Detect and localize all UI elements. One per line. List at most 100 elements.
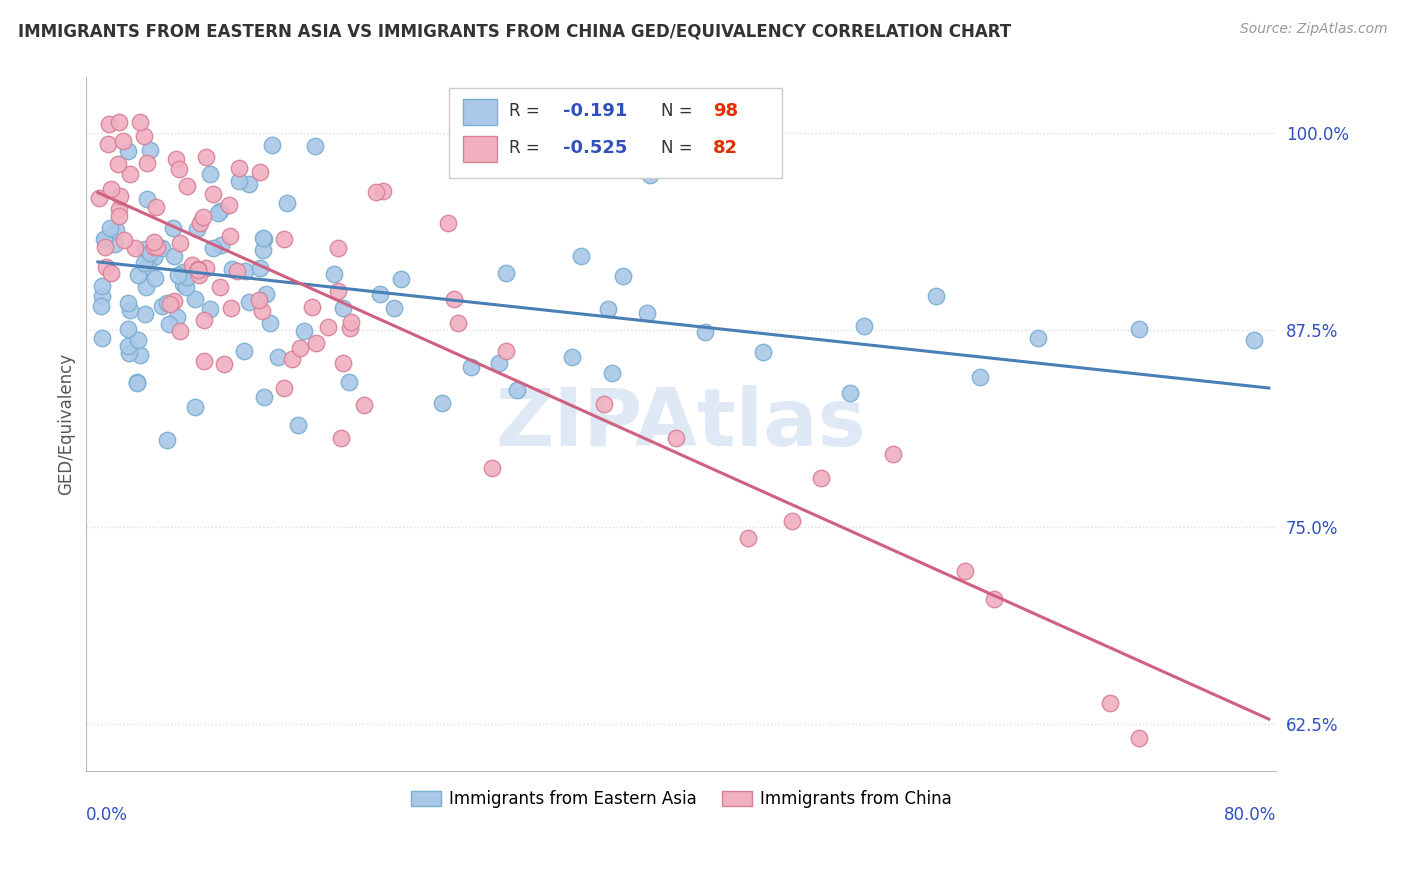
Point xyxy=(208,204,231,219)
Text: 80.0%: 80.0% xyxy=(1223,805,1277,824)
Point xyxy=(238,295,260,310)
Point xyxy=(253,390,276,404)
Point xyxy=(111,134,134,148)
Text: -0.525: -0.525 xyxy=(564,139,627,157)
Point xyxy=(253,231,276,245)
Point xyxy=(316,319,339,334)
Text: ZIPAtlas: ZIPAtlas xyxy=(496,385,866,463)
Point xyxy=(969,369,991,384)
Point xyxy=(212,357,235,371)
Point xyxy=(200,167,222,181)
Point xyxy=(124,241,146,255)
Point xyxy=(287,418,309,433)
Point xyxy=(443,292,465,306)
Point xyxy=(127,268,149,282)
Point xyxy=(127,376,149,390)
Point xyxy=(90,299,112,313)
Text: -0.191: -0.191 xyxy=(564,103,627,120)
Point xyxy=(142,240,165,254)
Point xyxy=(332,301,354,315)
Point xyxy=(142,235,165,249)
Point xyxy=(117,295,139,310)
Point xyxy=(292,324,315,338)
Point xyxy=(228,161,250,175)
Point xyxy=(120,303,142,318)
Point xyxy=(165,152,187,166)
Point xyxy=(252,243,274,257)
Point xyxy=(267,350,290,364)
Point xyxy=(238,177,260,191)
Point xyxy=(326,241,349,255)
Point xyxy=(353,398,375,412)
Point xyxy=(193,354,215,368)
Point xyxy=(983,591,1005,606)
Text: 98: 98 xyxy=(713,103,738,120)
Point xyxy=(112,233,135,247)
Point xyxy=(134,243,156,257)
Point xyxy=(249,164,271,178)
Point xyxy=(569,249,592,263)
Point xyxy=(638,168,661,182)
Point xyxy=(228,174,250,188)
Point xyxy=(1026,331,1049,345)
Point xyxy=(195,150,218,164)
Point xyxy=(174,279,197,293)
Point xyxy=(146,240,169,254)
Point xyxy=(208,280,231,294)
Point xyxy=(108,202,131,216)
Point xyxy=(156,296,179,310)
Point xyxy=(176,178,198,193)
Point xyxy=(100,182,122,196)
Point xyxy=(198,301,221,316)
Point xyxy=(169,324,191,338)
Point xyxy=(561,350,583,364)
Point xyxy=(273,381,295,395)
Text: R =: R = xyxy=(509,139,544,157)
Point xyxy=(838,386,860,401)
Point xyxy=(281,352,304,367)
Point xyxy=(194,260,217,275)
Point xyxy=(201,186,224,201)
Point xyxy=(117,338,139,352)
Point xyxy=(193,211,215,225)
Point xyxy=(129,348,152,362)
Point xyxy=(176,269,198,284)
Point xyxy=(389,272,412,286)
Point xyxy=(780,514,803,528)
Point xyxy=(117,145,139,159)
Point xyxy=(432,396,454,410)
Point xyxy=(218,198,240,212)
Point xyxy=(209,237,232,252)
Point xyxy=(810,471,832,485)
Point xyxy=(143,271,166,285)
Point xyxy=(340,315,363,329)
Point xyxy=(134,128,156,143)
Point xyxy=(276,195,298,210)
Point xyxy=(495,266,517,280)
Point xyxy=(163,249,186,263)
Point xyxy=(172,264,194,278)
Point xyxy=(107,157,129,171)
Point xyxy=(163,294,186,309)
Point xyxy=(132,256,155,270)
Point xyxy=(447,316,470,330)
Point xyxy=(252,231,274,245)
FancyBboxPatch shape xyxy=(464,136,496,162)
Point xyxy=(159,317,181,331)
Point xyxy=(143,250,166,264)
Point xyxy=(495,343,517,358)
Point xyxy=(506,383,529,397)
Point xyxy=(437,216,460,230)
Point xyxy=(97,136,120,151)
Point xyxy=(368,287,391,301)
Point xyxy=(598,301,620,316)
Text: N =: N = xyxy=(661,103,697,120)
Point xyxy=(304,139,326,153)
Point xyxy=(250,304,273,318)
Point xyxy=(169,236,191,251)
Point xyxy=(89,192,111,206)
Point xyxy=(186,262,208,277)
Point xyxy=(91,331,114,345)
Point xyxy=(207,206,229,220)
Point xyxy=(1098,696,1121,710)
